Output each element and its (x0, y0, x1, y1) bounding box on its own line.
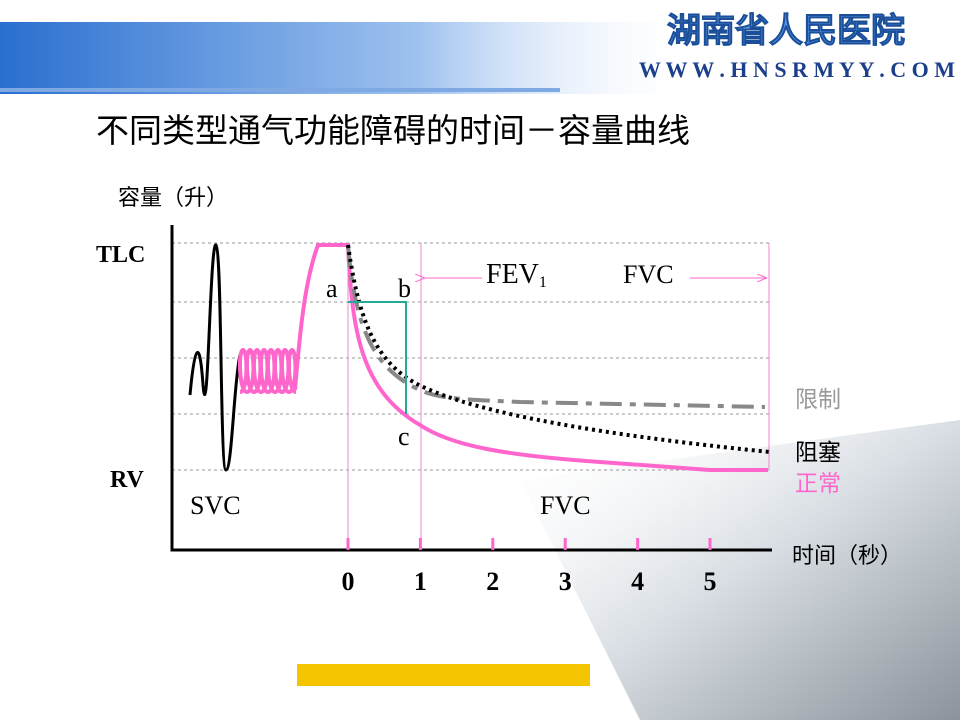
x-tick-label: 2 (486, 567, 499, 596)
hospital-url: W W W . H N S R M Y Y . C O M (639, 57, 955, 82)
hospital-name: 湖南省人民医院 (667, 11, 905, 51)
point-label: b (398, 274, 411, 303)
svc-label: SVC (190, 491, 241, 520)
grid (172, 242, 772, 471)
fev-text: FEV (486, 259, 539, 290)
legend-obstructive: 阻塞 (795, 440, 841, 466)
guide-lines (347, 243, 770, 550)
restrictive-curve (346, 244, 766, 409)
header-stripe (0, 88, 560, 92)
x-tick-label: 5 (704, 567, 717, 596)
obstructive-curve (346, 244, 771, 454)
point-label: c (398, 422, 410, 451)
fev-box (348, 301, 407, 414)
fvc-label: FVC (623, 260, 674, 289)
y-tick-label: RV (110, 467, 144, 493)
title: 不同类型通气功能障碍的时间－容量曲线 (96, 111, 690, 150)
x-tick-label: 3 (559, 567, 572, 596)
yellow-bar (297, 664, 590, 686)
decoration (520, 420, 960, 720)
legend-normal: 正常 (795, 471, 841, 497)
x-ticks: 0 1 2 3 4 5 (342, 538, 717, 596)
axes (170, 225, 772, 552)
x-tick-label: 0 (342, 567, 355, 596)
x-tick-label: 1 (414, 567, 427, 596)
x-tick-label: 4 (631, 567, 644, 596)
y-label: 容量（升） (118, 186, 228, 211)
point-label: a (326, 274, 338, 303)
coil-curve (237, 347, 298, 395)
normal-curve (293, 243, 768, 472)
fev-label: FEV1 (486, 259, 547, 291)
x-label: 时间（秒） (792, 544, 902, 569)
y-tick-label: TLC (96, 242, 145, 268)
legend-restrictive: 限制 (795, 387, 841, 413)
fvc-label: FVC (540, 491, 591, 520)
header-band (0, 22, 700, 94)
fev-sub: 1 (539, 274, 547, 291)
svc-curve (188, 243, 242, 472)
